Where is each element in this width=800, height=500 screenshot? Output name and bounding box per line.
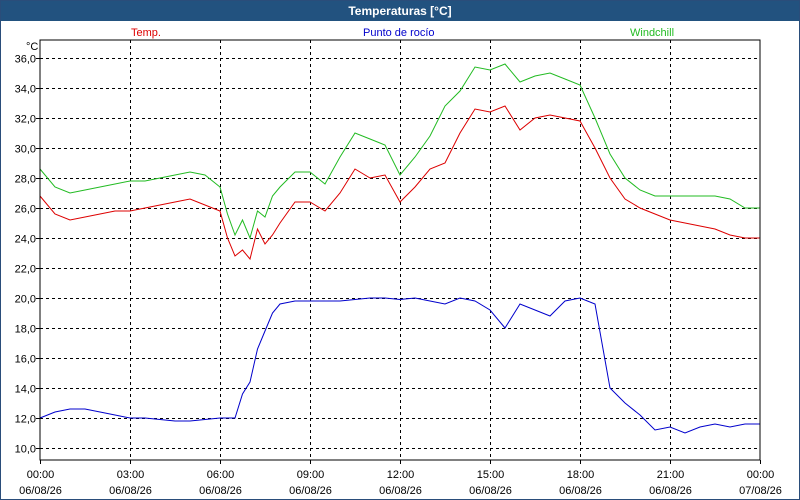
y-tick-label: 22,0 [15, 264, 36, 276]
x-tick-date: 06/08/26 [109, 485, 152, 497]
y-axis: 10,0 12,0 14,0 16,0 18,0 20,0 22,0 24,0 26,0 28,0… [15, 54, 40, 456]
x-tick-time: 18:00 [567, 469, 595, 481]
x-tick-date: 06/08/26 [379, 485, 422, 497]
x-tick-time: 09:00 [297, 469, 325, 481]
y-tick-label: 14,0 [15, 384, 36, 396]
x-tick-time: 21:00 [657, 469, 685, 481]
grid-lines [40, 40, 760, 460]
dew-point-line [39, 297, 760, 434]
y-tick-label: 36,0 [15, 54, 36, 66]
y-tick-label: 26,0 [15, 204, 36, 216]
y-tick-label: 12,0 [15, 414, 36, 426]
temp-line [39, 105, 760, 261]
y-tick-label: 34,0 [15, 84, 36, 96]
x-tick-time: 06:00 [207, 469, 235, 481]
y-tick-label: 30,0 [15, 144, 36, 156]
y-tick-label: 32,0 [15, 114, 36, 126]
y-tick-label: 10,0 [15, 444, 36, 456]
window-title: Temperaturas [°C] [1, 1, 799, 21]
x-axis: 00:00 06/08/26 03:00 06/08/26 06:00 06/08/26 0… [19, 460, 782, 497]
x-tick-date: 07/08/26 [739, 485, 782, 497]
x-tick-date: 06/08/26 [469, 485, 512, 497]
x-tick-date: 06/08/26 [199, 485, 242, 497]
x-tick-time: 15:00 [477, 469, 505, 481]
y-tick-label: 16,0 [15, 354, 36, 366]
y-tick-label: 18,0 [15, 324, 36, 336]
x-tick-date: 06/08/26 [559, 485, 602, 497]
x-tick-date: 06/08/26 [19, 485, 62, 497]
x-tick-time: 00:00 [747, 469, 775, 481]
y-tick-label: 20,0 [15, 294, 36, 306]
legend-windchill: Windchill [630, 27, 674, 39]
legend-temp: Temp. [131, 27, 161, 39]
series-lines [39, 63, 760, 434]
x-tick-time: 00:00 [27, 469, 55, 481]
y-axis-unit: °C [26, 41, 38, 53]
y-tick-label: 28,0 [15, 174, 36, 186]
y-tick-label: 24,0 [15, 234, 36, 246]
windchill-line [39, 63, 760, 240]
legend-dew-point: Punto de rocío [363, 27, 435, 39]
x-tick-time: 03:00 [117, 469, 145, 481]
x-tick-date: 06/08/26 [649, 485, 692, 497]
x-tick-date: 06/08/26 [289, 485, 332, 497]
x-tick-time: 12:00 [387, 469, 415, 481]
